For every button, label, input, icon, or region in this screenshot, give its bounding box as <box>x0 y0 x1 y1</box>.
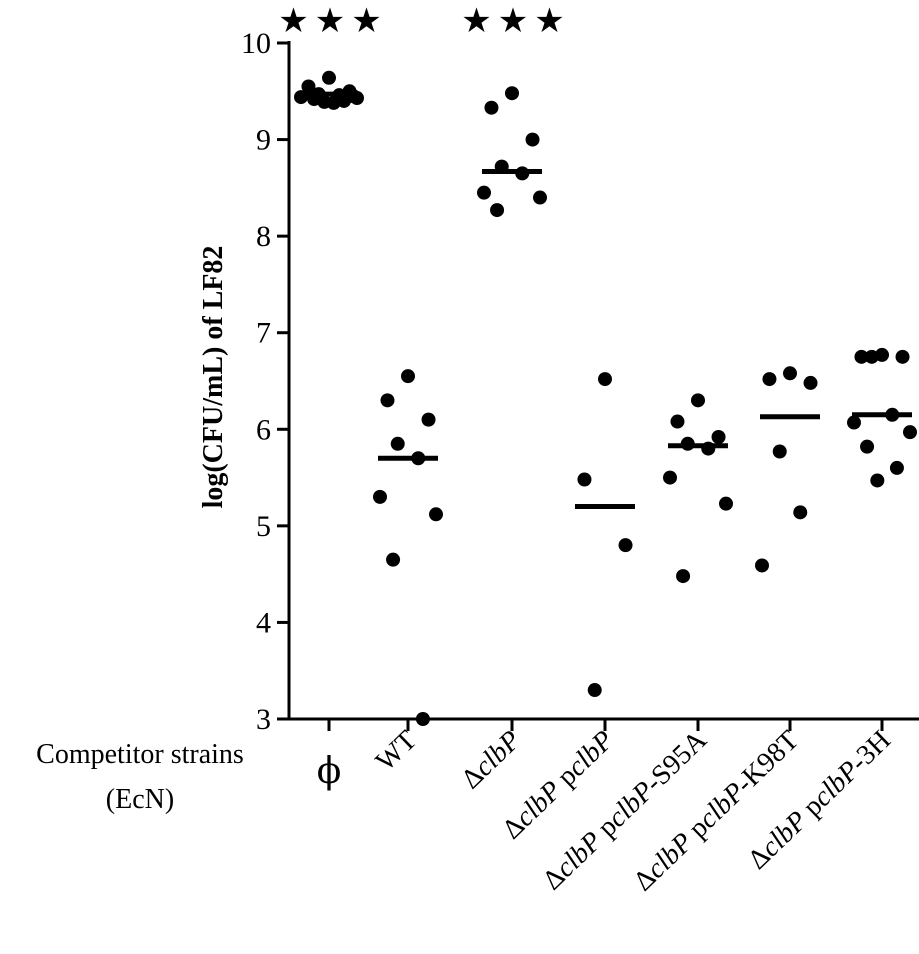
data-point <box>719 496 733 511</box>
data-point <box>793 505 808 520</box>
y-tick-label: 9 <box>256 124 271 157</box>
data-point <box>525 132 540 147</box>
data-point <box>711 430 726 445</box>
data-point <box>587 683 602 698</box>
data-point <box>386 552 401 567</box>
data-point <box>670 414 685 429</box>
significance-stars: ★★★ <box>278 1 387 41</box>
data-point <box>618 538 633 553</box>
x-tick-label-part: -S95A <box>639 724 714 798</box>
data-point <box>421 412 436 427</box>
x-tick-label: ΔclbP pclbP-K98T <box>628 725 805 898</box>
y-tick-label: 10 <box>241 27 271 60</box>
y-axis-label: log(CFU/mL) of LF82 <box>198 246 229 509</box>
significance-stars: ★★★ <box>461 1 570 41</box>
x-tick-label: ΔclbP pclbP-S95A <box>537 724 714 896</box>
y-tick-label: 5 <box>256 510 271 543</box>
data-point <box>870 473 885 488</box>
y-tick-label: 4 <box>256 606 271 639</box>
data-point <box>429 507 443 522</box>
data-point <box>895 349 910 364</box>
x-axis-title-line-1: Competitor strains <box>36 739 244 770</box>
y-axis: 3 4 5 6 7 8 9 10 <box>241 27 291 736</box>
y-tick-label: 8 <box>256 220 271 253</box>
data-point <box>889 460 904 475</box>
data-points <box>294 70 917 726</box>
data-point <box>854 349 869 364</box>
data-point <box>762 372 777 387</box>
data-point <box>373 489 387 504</box>
x-tick-label-part: -K98T <box>730 725 805 799</box>
data-point <box>903 425 917 440</box>
y-tick-label: 7 <box>256 317 271 350</box>
data-point <box>415 712 430 726</box>
data-point <box>484 100 499 115</box>
significance-markers: ★★★ ★★★ <box>278 1 570 41</box>
data-point <box>803 375 818 390</box>
x-tick-label: ϕ <box>317 751 342 792</box>
data-point <box>864 349 879 364</box>
data-point <box>847 415 861 430</box>
data-point <box>755 558 769 573</box>
data-point <box>598 372 612 387</box>
data-point <box>676 569 691 584</box>
data-point <box>505 86 519 101</box>
data-point <box>322 70 336 85</box>
data-point <box>380 393 395 408</box>
y-tick-label: 3 <box>256 703 271 736</box>
data-point <box>663 470 677 485</box>
data-point <box>783 366 797 381</box>
data-point <box>490 203 505 218</box>
x-tick-label: WT <box>370 725 423 778</box>
y-tick-label: 6 <box>256 413 271 446</box>
data-point <box>533 190 547 205</box>
x-tick-label-part: WT <box>370 725 423 778</box>
data-point <box>390 436 405 451</box>
data-point <box>301 79 316 94</box>
data-point <box>860 439 875 454</box>
data-point <box>477 185 491 200</box>
x-axis-title-line-2: (EcN) <box>106 784 174 815</box>
x-tick-label-part: ϕ <box>317 751 342 792</box>
median-lines <box>299 91 912 510</box>
x-tick-label: ΔclbP <box>455 725 526 795</box>
data-point <box>691 393 705 408</box>
data-point <box>326 95 341 110</box>
data-point <box>772 444 787 459</box>
data-point <box>577 472 592 487</box>
data-point <box>401 369 415 384</box>
